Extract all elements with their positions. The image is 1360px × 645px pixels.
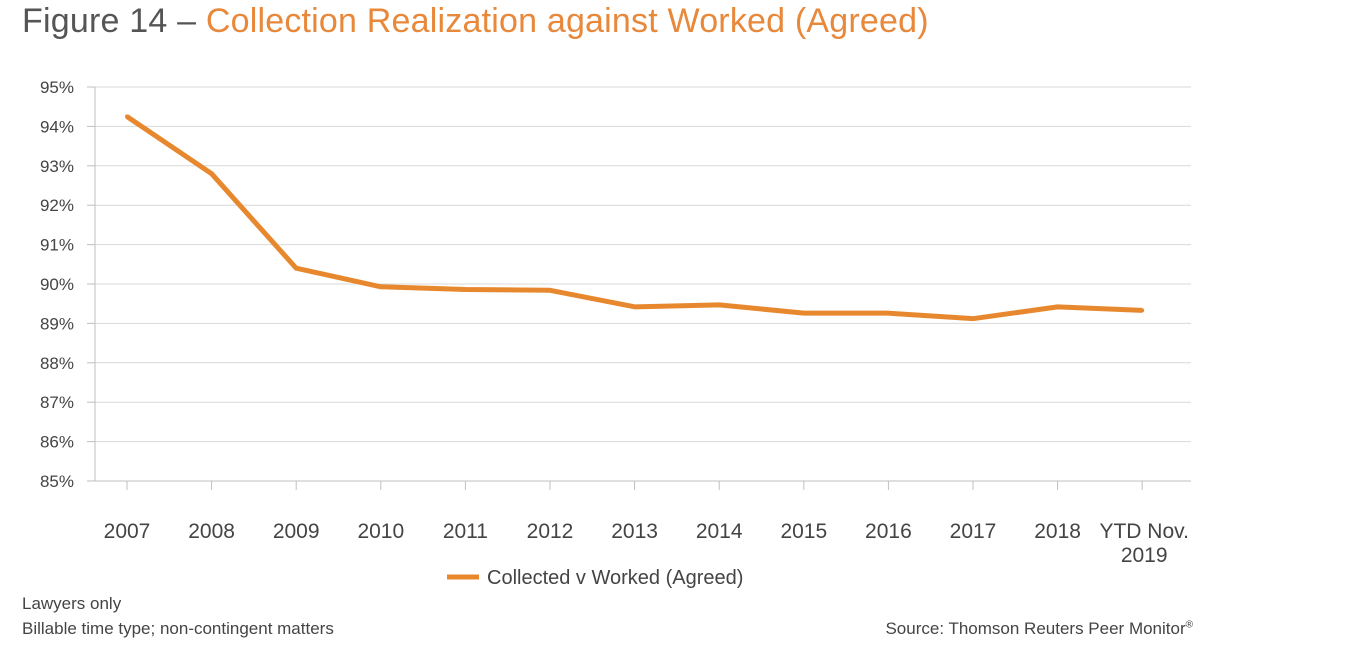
y-tick-label: 94% xyxy=(40,117,74,136)
y-tick-label: 85% xyxy=(40,472,74,491)
x-tick-label: 2012 xyxy=(527,520,574,543)
y-tick-label: 86% xyxy=(40,433,74,452)
y-tick-label: 92% xyxy=(40,196,74,215)
y-tick-label: 91% xyxy=(40,236,74,255)
x-tick-label: 2018 xyxy=(1034,520,1081,543)
data-point xyxy=(209,171,214,176)
data-point xyxy=(463,287,468,292)
x-tick-label: 2016 xyxy=(865,520,912,543)
data-point xyxy=(378,284,383,289)
y-tick-label: 95% xyxy=(40,78,74,97)
x-tick-label: 2017 xyxy=(950,520,997,543)
x-tick-label: 2014 xyxy=(696,520,743,543)
data-point xyxy=(801,311,806,316)
y-tick-label: 93% xyxy=(40,157,74,176)
x-tick-label: 2013 xyxy=(611,520,658,543)
y-tick-label: 87% xyxy=(40,393,74,412)
legend-label: Collected v Worked (Agreed) xyxy=(487,567,743,589)
y-tick-label: 90% xyxy=(40,275,74,294)
data-point xyxy=(717,302,722,307)
data-point xyxy=(294,266,299,271)
data-point xyxy=(125,114,129,119)
data-point xyxy=(1055,304,1060,309)
chart-title: Collection Realization against Worked (A… xyxy=(205,2,929,40)
data-point xyxy=(1140,308,1145,313)
x-tick-label: 2015 xyxy=(780,520,827,543)
figure-title: Figure 14 – Collection Realization again… xyxy=(22,2,929,41)
data-point xyxy=(886,311,891,316)
figure-number: Figure 14 – xyxy=(22,2,206,40)
x-tick-label: YTD Nov. 2019 xyxy=(1099,520,1188,567)
x-tick-label: 2008 xyxy=(188,520,235,543)
source-text: Source: Thomson Reuters Peer Monitor xyxy=(885,619,1186,638)
y-tick-label: 88% xyxy=(40,354,74,373)
data-point xyxy=(632,304,637,309)
x-tick-label: 2011 xyxy=(443,520,488,543)
x-tick-label: 2009 xyxy=(273,520,320,543)
data-point xyxy=(971,316,975,321)
note-billable: Billable time type; non-contingent matte… xyxy=(22,619,334,638)
y-tick-label: 89% xyxy=(40,314,74,333)
series-line xyxy=(125,114,1143,322)
x-tick-label: 2007 xyxy=(104,520,151,543)
x-tick-label: 2010 xyxy=(357,520,404,543)
data-point xyxy=(548,288,552,293)
registered-mark: ® xyxy=(1185,619,1193,631)
source-note: Source: Thomson Reuters Peer Monitor® xyxy=(885,619,1193,639)
note-lawyers: Lawyers only xyxy=(22,594,122,613)
